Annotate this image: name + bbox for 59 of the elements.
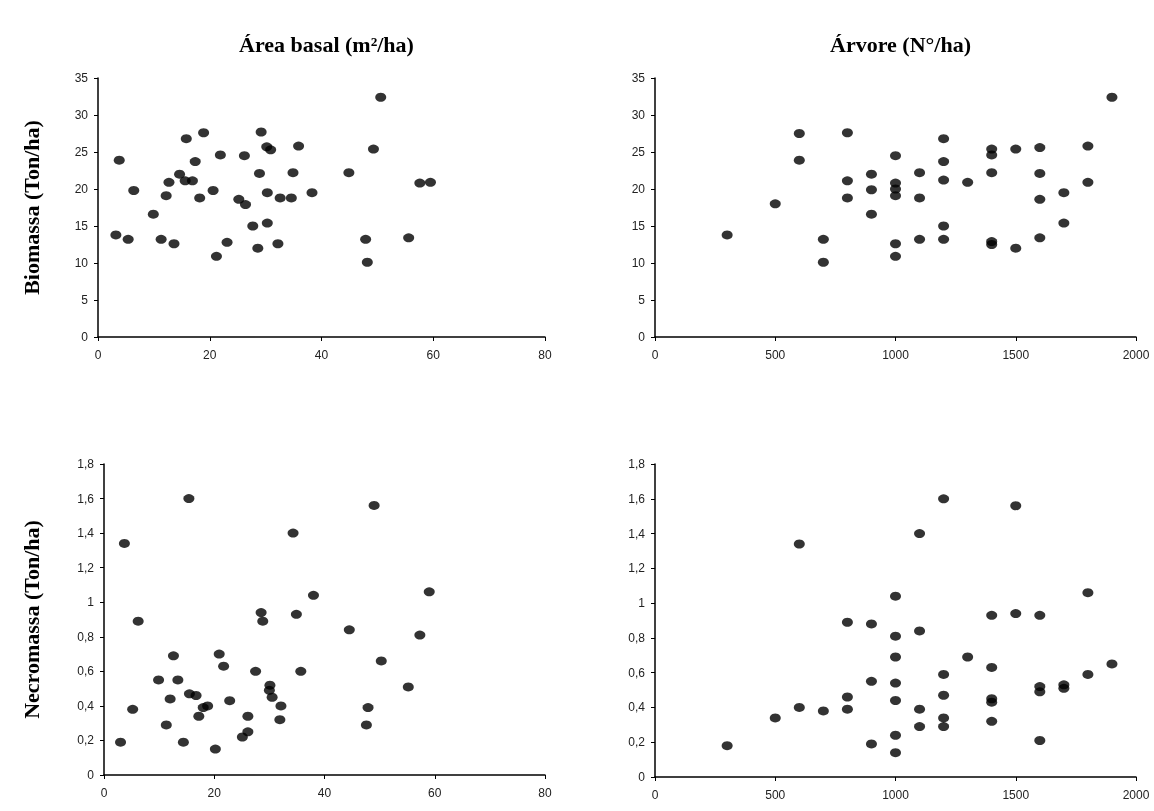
x-tick-label: 500	[765, 788, 786, 802]
x-tick-label: 1000	[882, 788, 910, 802]
y-tick-label: 1,4	[628, 526, 646, 541]
y-tick-label: 1,2	[628, 561, 646, 576]
y-tick-label: 0,6	[77, 664, 95, 679]
y-tick-label: 0	[638, 330, 646, 344]
y-tick-label: 35	[631, 71, 646, 85]
y-tick-label: 15	[74, 219, 89, 233]
x-tick-label: 500	[765, 348, 786, 362]
x-tick-label: 2000	[1122, 348, 1150, 362]
y-tick-label: 0,8	[628, 630, 646, 645]
y-tick-label: 1	[87, 595, 95, 610]
x-tick-label: 80	[538, 348, 552, 362]
y-tick-label: 0,4	[77, 698, 95, 713]
x-tick-label: 0	[100, 786, 108, 800]
y-tick-label: 0	[638, 770, 646, 784]
y-tick-label: 10	[74, 256, 89, 270]
y-tick-label: 0,8	[77, 629, 95, 644]
x-tick-label: 1000	[882, 348, 910, 362]
y-tick-label: 5	[638, 293, 646, 307]
x-tick-label: 20	[207, 786, 222, 800]
x-tick-label: 40	[317, 786, 332, 800]
x-tick-label: 60	[426, 348, 441, 362]
y-tick-label: 15	[631, 219, 646, 233]
x-tick-label: 2000	[1122, 788, 1150, 802]
y-tick-label: 1,4	[77, 526, 95, 541]
chart-title: Árvore (N°/ha)	[830, 31, 971, 57]
x-tick-label: 1500	[1002, 348, 1030, 362]
y-tick-label: 20	[631, 182, 646, 196]
x-tick-label: 0	[651, 788, 659, 802]
x-tick-label: 0	[651, 348, 659, 362]
y-tick-label: 35	[74, 71, 89, 85]
x-tick-label: 40	[314, 348, 329, 362]
y-tick-label: 1,8	[77, 457, 95, 471]
y-tick-label: 5	[81, 293, 89, 307]
y-axis-title: Biomassa (Ton/ha)	[18, 120, 44, 295]
y-axis-title: Necromassa (Ton/ha)	[18, 520, 44, 719]
x-tick-label: 20	[203, 348, 217, 362]
y-tick-label: 0,4	[628, 700, 646, 715]
y-tick-label: 1	[638, 596, 646, 611]
y-tick-label: 10	[631, 256, 646, 270]
x-tick-label: 1500	[1002, 788, 1030, 802]
y-tick-label: 1,2	[77, 560, 95, 575]
y-tick-label: 30	[631, 108, 646, 122]
y-tick-label: 25	[631, 145, 646, 159]
y-tick-label: 0	[81, 330, 89, 344]
chart-title: Área basal (m²/ha)	[239, 31, 414, 57]
y-tick-label: 0,6	[628, 665, 646, 680]
y-tick-label: 1,8	[628, 457, 646, 471]
x-tick-label: 80	[538, 786, 552, 800]
y-tick-label: 25	[74, 145, 89, 159]
y-tick-label: 30	[74, 108, 89, 122]
y-tick-label: 0,2	[628, 735, 646, 750]
y-tick-label: 1,6	[77, 491, 95, 506]
y-tick-label: 0,2	[77, 733, 95, 748]
y-tick-label: 0	[87, 768, 95, 782]
y-tick-label: 1,6	[628, 491, 646, 506]
x-tick-label: 60	[428, 786, 442, 800]
y-tick-label: 20	[74, 182, 89, 196]
